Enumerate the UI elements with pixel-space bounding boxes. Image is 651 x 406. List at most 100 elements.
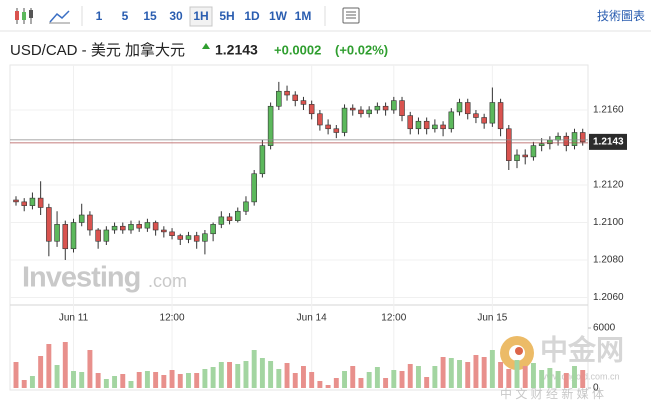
candle-body [382, 105, 389, 111]
volume-bar [350, 366, 356, 388]
volume-bar [46, 344, 52, 388]
candle-body [120, 225, 126, 231]
candle-body [391, 100, 397, 111]
timeframe-button[interactable]: 5 [122, 9, 129, 23]
candle-body [95, 229, 101, 242]
volume-bar [473, 355, 479, 388]
volume-bar [38, 356, 44, 388]
volume-bar [366, 372, 372, 388]
volume-bar [268, 361, 274, 388]
volume-bar [284, 363, 290, 388]
candle-body [46, 207, 52, 242]
candle-body [325, 124, 331, 130]
volume-bar [481, 357, 487, 388]
volume-bar [153, 372, 159, 388]
volume-bar [95, 373, 101, 388]
candle-body [358, 109, 364, 115]
candle-body [440, 124, 446, 130]
candle-icon[interactable] [15, 8, 33, 24]
x-tick-label: Jun 14 [297, 313, 327, 324]
candle-body [579, 132, 586, 143]
timeframe-button[interactable]: 30 [169, 9, 183, 23]
last-price-tag [589, 133, 627, 150]
candle-body [185, 235, 192, 240]
volume-bar [112, 376, 118, 388]
cngold-logo [500, 336, 534, 370]
candle-body [300, 100, 307, 105]
volume-bar [161, 375, 167, 388]
candle-body [136, 224, 142, 229]
volume-bar [21, 380, 27, 388]
watermark-logo: 中金网 [540, 333, 624, 365]
volume-bar [342, 371, 347, 388]
candle-body [144, 222, 151, 229]
volume-bar [309, 372, 315, 388]
line-icon[interactable] [49, 10, 70, 24]
volume-bar [54, 365, 60, 388]
volume-tick-label: 0 [593, 383, 599, 394]
candle-body [473, 113, 479, 118]
candle-body [456, 102, 463, 113]
volume-bar [530, 363, 536, 388]
volume-bar [333, 378, 339, 388]
candle-body [538, 143, 545, 146]
candle-body [152, 222, 159, 231]
volume-bar [407, 364, 413, 388]
candle-body [333, 128, 340, 133]
x-tick-label: 12:00 [381, 313, 406, 324]
candle-body [317, 113, 323, 126]
volume-bar [514, 360, 520, 388]
timeframe-button[interactable]: 1 [96, 9, 103, 23]
volume-bar [465, 362, 471, 388]
timeframe-button[interactable]: 1M [295, 9, 312, 23]
candle-body [87, 214, 93, 231]
volume-bar [259, 358, 265, 388]
x-tick-label: 12:00 [160, 313, 185, 324]
last-price: 1.2143 [215, 42, 258, 58]
candle-body [497, 102, 504, 130]
volume-bar [399, 371, 405, 388]
chart-tools-link[interactable]: 技術圖表 [597, 9, 645, 23]
plot-frame [9, 64, 589, 391]
candle-body [341, 107, 348, 133]
volume-bar [29, 376, 35, 388]
candle-body [218, 216, 225, 225]
x-tick-label: Jun 15 [477, 313, 507, 324]
timeframe-button[interactable]: 1H [193, 9, 208, 23]
candle-body [530, 145, 537, 158]
timeframe-button[interactable]: 15 [143, 9, 157, 23]
timeframe-button[interactable]: 1W [269, 9, 288, 23]
volume-bar [103, 379, 109, 388]
timeframe-button[interactable]: 5H [219, 9, 234, 23]
volume-bar [432, 366, 438, 388]
volume-bar [457, 360, 462, 388]
volume-bar [539, 370, 545, 388]
volume-bar [194, 373, 200, 388]
volume-bar [128, 381, 134, 388]
volume-bar [440, 357, 446, 388]
candle-body [276, 90, 282, 107]
volume-bar [243, 361, 249, 388]
volume-bar [186, 373, 191, 388]
candle-body [555, 135, 561, 141]
volume-bar [572, 366, 577, 388]
volume-bar [79, 372, 85, 388]
volume-bar [276, 369, 282, 388]
candle-body [111, 225, 118, 231]
volume-bar [325, 385, 331, 388]
active-timeframe-box [189, 6, 213, 27]
candle-body [563, 135, 570, 146]
y-tick-label: 1.2160 [593, 105, 624, 116]
volume-bar [227, 362, 233, 388]
volume-bar [415, 366, 421, 388]
y-tick-label: 1.2080 [593, 255, 624, 266]
settings-icon[interactable] [342, 7, 360, 24]
y-tick-label: 1.2100 [593, 217, 624, 228]
candle-body [54, 224, 60, 242]
timeframe-button[interactable]: 1D [244, 9, 260, 23]
candle-body [432, 124, 438, 130]
watermark-site: www.cngold.com.cn [539, 371, 620, 381]
candle-body [506, 128, 512, 161]
volume-bar [13, 362, 19, 388]
